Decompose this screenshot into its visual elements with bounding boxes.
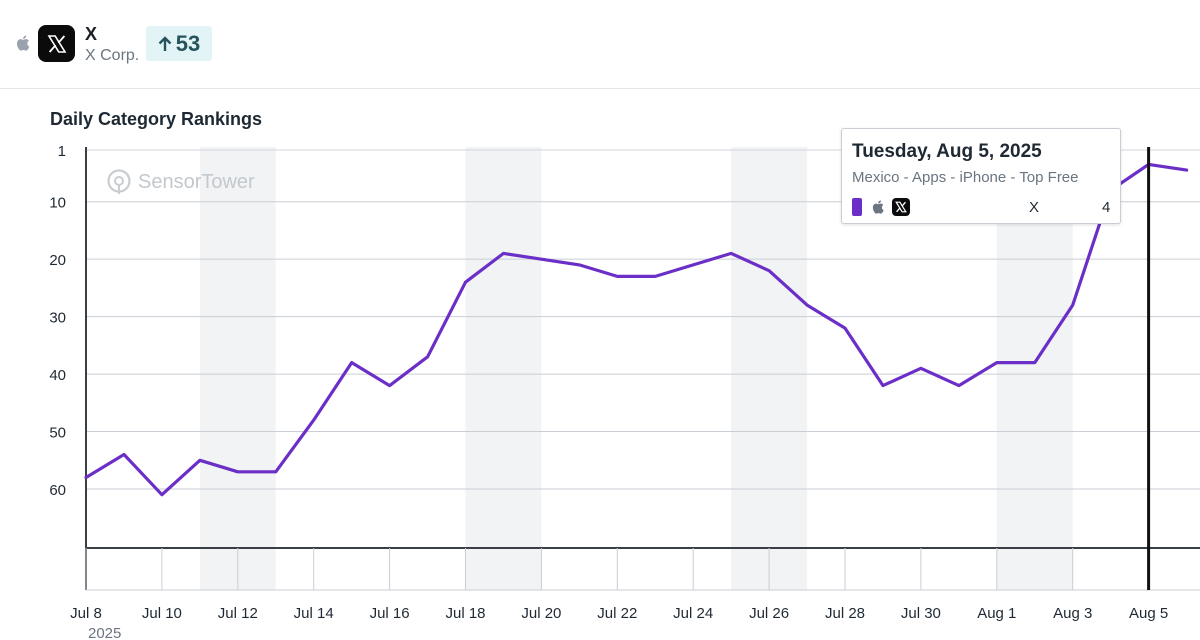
x-logo-icon [892,198,910,216]
app-icon[interactable] [38,25,75,62]
tooltip-app-name: X [1029,199,1040,216]
data-point[interactable] [535,253,547,265]
y-tick-label: 60 [49,482,66,499]
chart-title: Daily Category Rankings [50,109,263,129]
y-tick-label: 1 [58,143,66,160]
data-point[interactable] [118,449,130,461]
x-axis-year-label: 2025 [88,625,121,640]
tooltip: Tuesday, Aug 5, 2025 Mexico - Apps - iPh… [841,128,1121,224]
x-tick-label: Jul 24 [673,605,713,622]
data-point[interactable] [1181,164,1193,176]
data-point[interactable] [763,265,775,277]
tooltip-rank: 4 [1102,199,1111,216]
y-tick-label: 30 [49,310,66,327]
x-tick-label: Jul 10 [142,605,182,622]
data-point[interactable] [611,270,623,282]
data-point[interactable] [80,472,92,484]
data-point[interactable] [497,247,509,259]
watermark-text: SensorTower [138,171,255,193]
app-header: X X Corp. 53 [0,0,1200,89]
x-tick-label: Jul 16 [370,605,410,622]
x-tick-label: Aug 5 [1129,605,1168,622]
x-logo-icon [47,34,66,53]
data-point[interactable] [384,380,396,392]
data-point[interactable] [991,357,1003,369]
weekend-band [199,147,276,590]
data-point[interactable] [1029,357,1041,369]
app-name[interactable]: X [85,24,98,44]
arrow-up-icon [158,35,172,51]
rank-change-value: 53 [175,30,201,56]
tooltip-series-swatch [852,198,862,216]
x-tick-label: Jul 8 [70,605,102,622]
data-point[interactable] [915,362,927,374]
x-tick-label: Jul 20 [521,605,561,622]
y-tick-label: 50 [49,425,66,442]
data-point[interactable] [156,489,168,501]
data-point[interactable] [725,247,737,259]
series-line[interactable] [84,162,1189,497]
apple-icon [16,35,30,51]
weekend-band [465,147,542,590]
x-tick-label: Aug 3 [1053,605,1092,622]
data-point[interactable] [346,357,358,369]
tooltip-subtitle: Mexico - Apps - iPhone - Top Free [852,169,1079,186]
x-tick-label: Jul 28 [825,605,865,622]
data-point[interactable] [953,380,965,392]
app-publisher[interactable]: X Corp. [85,47,140,64]
x-tick-label: Jul 14 [294,605,334,622]
data-point[interactable] [573,259,585,271]
x-tick-label: Jul 12 [218,605,258,622]
data-point[interactable] [232,466,244,478]
x-tick-label: Jul 30 [901,605,941,622]
data-point[interactable] [422,351,434,363]
y-tick-label: 10 [49,195,66,212]
apple-icon [872,200,884,214]
weekend-band [731,147,808,590]
data-point[interactable] [194,454,206,466]
x-tick-label: Aug 1 [977,605,1016,622]
y-tick-label: 20 [49,252,66,269]
data-point[interactable] [308,414,320,426]
x-tick-label: Jul 18 [445,605,485,622]
data-point[interactable] [687,259,699,271]
x-tick-label: Jul 26 [749,605,789,622]
data-point[interactable] [839,322,851,334]
data-point[interactable] [270,466,282,478]
data-point[interactable] [1067,299,1079,311]
x-tick-label: Jul 22 [597,605,637,622]
data-point[interactable] [877,380,889,392]
rank-change-badge: 53 [146,26,212,61]
y-tick-label: 40 [49,367,66,384]
data-point[interactable] [460,276,472,288]
data-point[interactable] [649,270,661,282]
data-point[interactable] [801,299,813,311]
watermark: SensorTower [107,169,255,194]
tooltip-date: Tuesday, Aug 5, 2025 [852,141,1042,162]
